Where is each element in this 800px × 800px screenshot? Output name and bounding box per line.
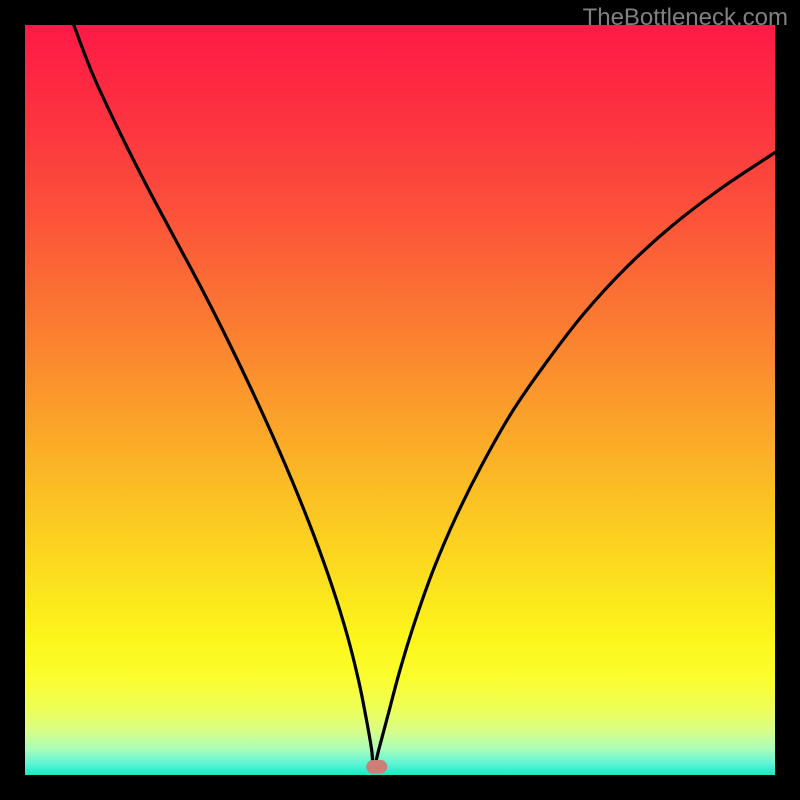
watermark-text: TheBottleneck.com bbox=[583, 4, 788, 32]
chart-canvas: TheBottleneck.com bbox=[0, 0, 800, 800]
optimum-marker bbox=[366, 760, 387, 774]
chart-svg bbox=[0, 0, 800, 800]
plot-background bbox=[25, 25, 775, 775]
